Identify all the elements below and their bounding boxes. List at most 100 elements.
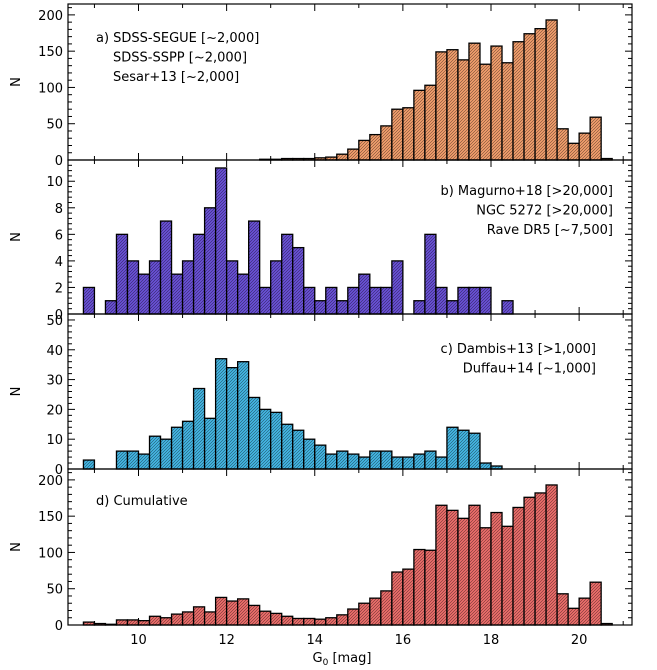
legend-line: NGC 5272 [>20,000]	[476, 204, 613, 219]
bar	[270, 260, 283, 315]
bar	[567, 607, 580, 626]
bar	[479, 462, 492, 470]
y-tick-label: 20	[46, 403, 63, 418]
bar	[225, 260, 239, 315]
bar	[468, 286, 481, 315]
bar	[435, 51, 448, 161]
x-tick-label: 12	[218, 633, 235, 648]
bar	[303, 438, 316, 470]
bar	[148, 435, 162, 470]
bar	[413, 300, 426, 315]
y-tick-label: 50	[46, 118, 63, 133]
y-axis-label: N	[9, 542, 24, 552]
y-tick-label: 4	[55, 255, 63, 270]
legend-line: d) Cumulative	[96, 494, 188, 509]
bar	[336, 300, 349, 315]
bar	[292, 246, 305, 315]
bar	[402, 107, 415, 161]
panel-c: 0 10 20 30 40 50 Nc) Dambis+13 [>1,000] Duffau+…	[9, 313, 633, 478]
panel-a: 0 50 100 150 200 Na) SDSS-SEGUE [~2,000] SDSS-…	[9, 3, 633, 169]
legend-line: Rave DR5 [~7,500]	[487, 223, 613, 238]
bar	[159, 438, 173, 470]
bar	[170, 613, 184, 626]
bar	[501, 525, 514, 626]
bar	[314, 444, 327, 470]
bar	[512, 506, 525, 626]
bar	[556, 593, 569, 626]
x-axis-label-subscript: 0	[323, 658, 329, 668]
panel-d-legend: d) Cumulative	[96, 494, 188, 509]
bar	[236, 361, 250, 470]
y-tick-label: 0	[55, 463, 63, 478]
bar	[435, 504, 448, 626]
bar	[391, 108, 404, 161]
bar	[358, 602, 371, 626]
bar	[347, 608, 360, 626]
bar	[490, 45, 503, 161]
y-tick-label: 200	[38, 9, 63, 24]
bar	[281, 233, 294, 315]
bar	[545, 19, 558, 161]
bar	[424, 84, 437, 161]
bar	[501, 62, 514, 161]
bar	[468, 42, 481, 161]
bar	[380, 590, 393, 626]
bar	[148, 260, 162, 315]
bar	[347, 453, 360, 470]
bar	[214, 596, 228, 626]
x-tick-label: 16	[395, 633, 412, 648]
bar	[479, 63, 492, 161]
bar	[336, 153, 349, 161]
bar	[137, 619, 151, 626]
bar	[270, 411, 283, 470]
bar	[248, 220, 261, 315]
panel-d: 0 50 100 150 200 Nd) Cumulative	[9, 468, 633, 634]
y-tick-label: 6	[55, 228, 63, 243]
bar	[457, 59, 470, 161]
legend-line: a) SDSS-SEGUE [~2,000]	[96, 31, 259, 46]
bar	[435, 286, 448, 315]
bar	[159, 617, 173, 626]
bar	[380, 286, 393, 315]
bar	[446, 509, 459, 626]
bar	[259, 408, 272, 470]
bar	[457, 429, 470, 470]
y-axis-label: N	[9, 77, 24, 87]
bar	[336, 614, 349, 626]
bar	[115, 619, 129, 626]
bar	[369, 286, 382, 315]
bar	[380, 125, 393, 161]
bar	[424, 549, 437, 626]
bar	[468, 504, 481, 626]
bar	[181, 260, 195, 315]
bar	[589, 116, 602, 161]
bar	[148, 615, 162, 626]
bar	[435, 456, 448, 470]
x-tick-label: 18	[483, 633, 500, 648]
y-tick-label: 2	[55, 281, 63, 296]
y-tick-label: 30	[46, 374, 63, 389]
legend-line: b) Magurno+18 [>20,000]	[440, 184, 613, 199]
bar	[126, 450, 140, 470]
legend-line: Duffau+14 [~1,000]	[463, 362, 596, 377]
y-tick-label: 200	[38, 474, 63, 489]
bar	[115, 233, 129, 315]
bar	[203, 207, 217, 315]
bar	[369, 133, 382, 161]
x-axis-label-unit: [mag]	[328, 651, 371, 666]
bar	[391, 456, 404, 470]
bar	[170, 426, 184, 470]
bar	[501, 300, 514, 315]
bar	[578, 132, 591, 161]
panel-b-legend: b) Magurno+18 [>20,000] NGC 5272 [>20,000…	[440, 184, 613, 238]
bar	[479, 286, 492, 315]
bar	[567, 142, 580, 161]
bar	[236, 273, 250, 315]
panel-c-legend: c) Dambis+13 [>1,000] Duffau+14 [~1,000]	[441, 342, 596, 377]
bar	[325, 286, 338, 315]
bar	[347, 286, 360, 315]
bar	[358, 139, 371, 161]
panel-a-bars	[259, 19, 613, 161]
bar	[413, 548, 426, 626]
bar	[336, 450, 349, 470]
